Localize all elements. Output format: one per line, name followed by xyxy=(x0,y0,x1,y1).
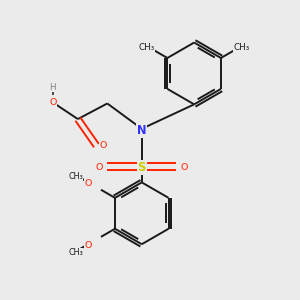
Text: O: O xyxy=(85,241,92,250)
Text: S: S xyxy=(138,161,146,174)
Text: H: H xyxy=(50,83,56,92)
Text: CH₃: CH₃ xyxy=(68,248,83,257)
Text: O: O xyxy=(99,141,106,150)
Text: O: O xyxy=(49,98,56,107)
Text: O: O xyxy=(85,179,92,188)
Text: O: O xyxy=(181,163,188,172)
Text: CH₃: CH₃ xyxy=(233,43,250,52)
Text: CH₃: CH₃ xyxy=(68,172,83,181)
Text: CH₃: CH₃ xyxy=(139,43,155,52)
Text: N: N xyxy=(137,124,146,137)
Text: O: O xyxy=(95,163,103,172)
